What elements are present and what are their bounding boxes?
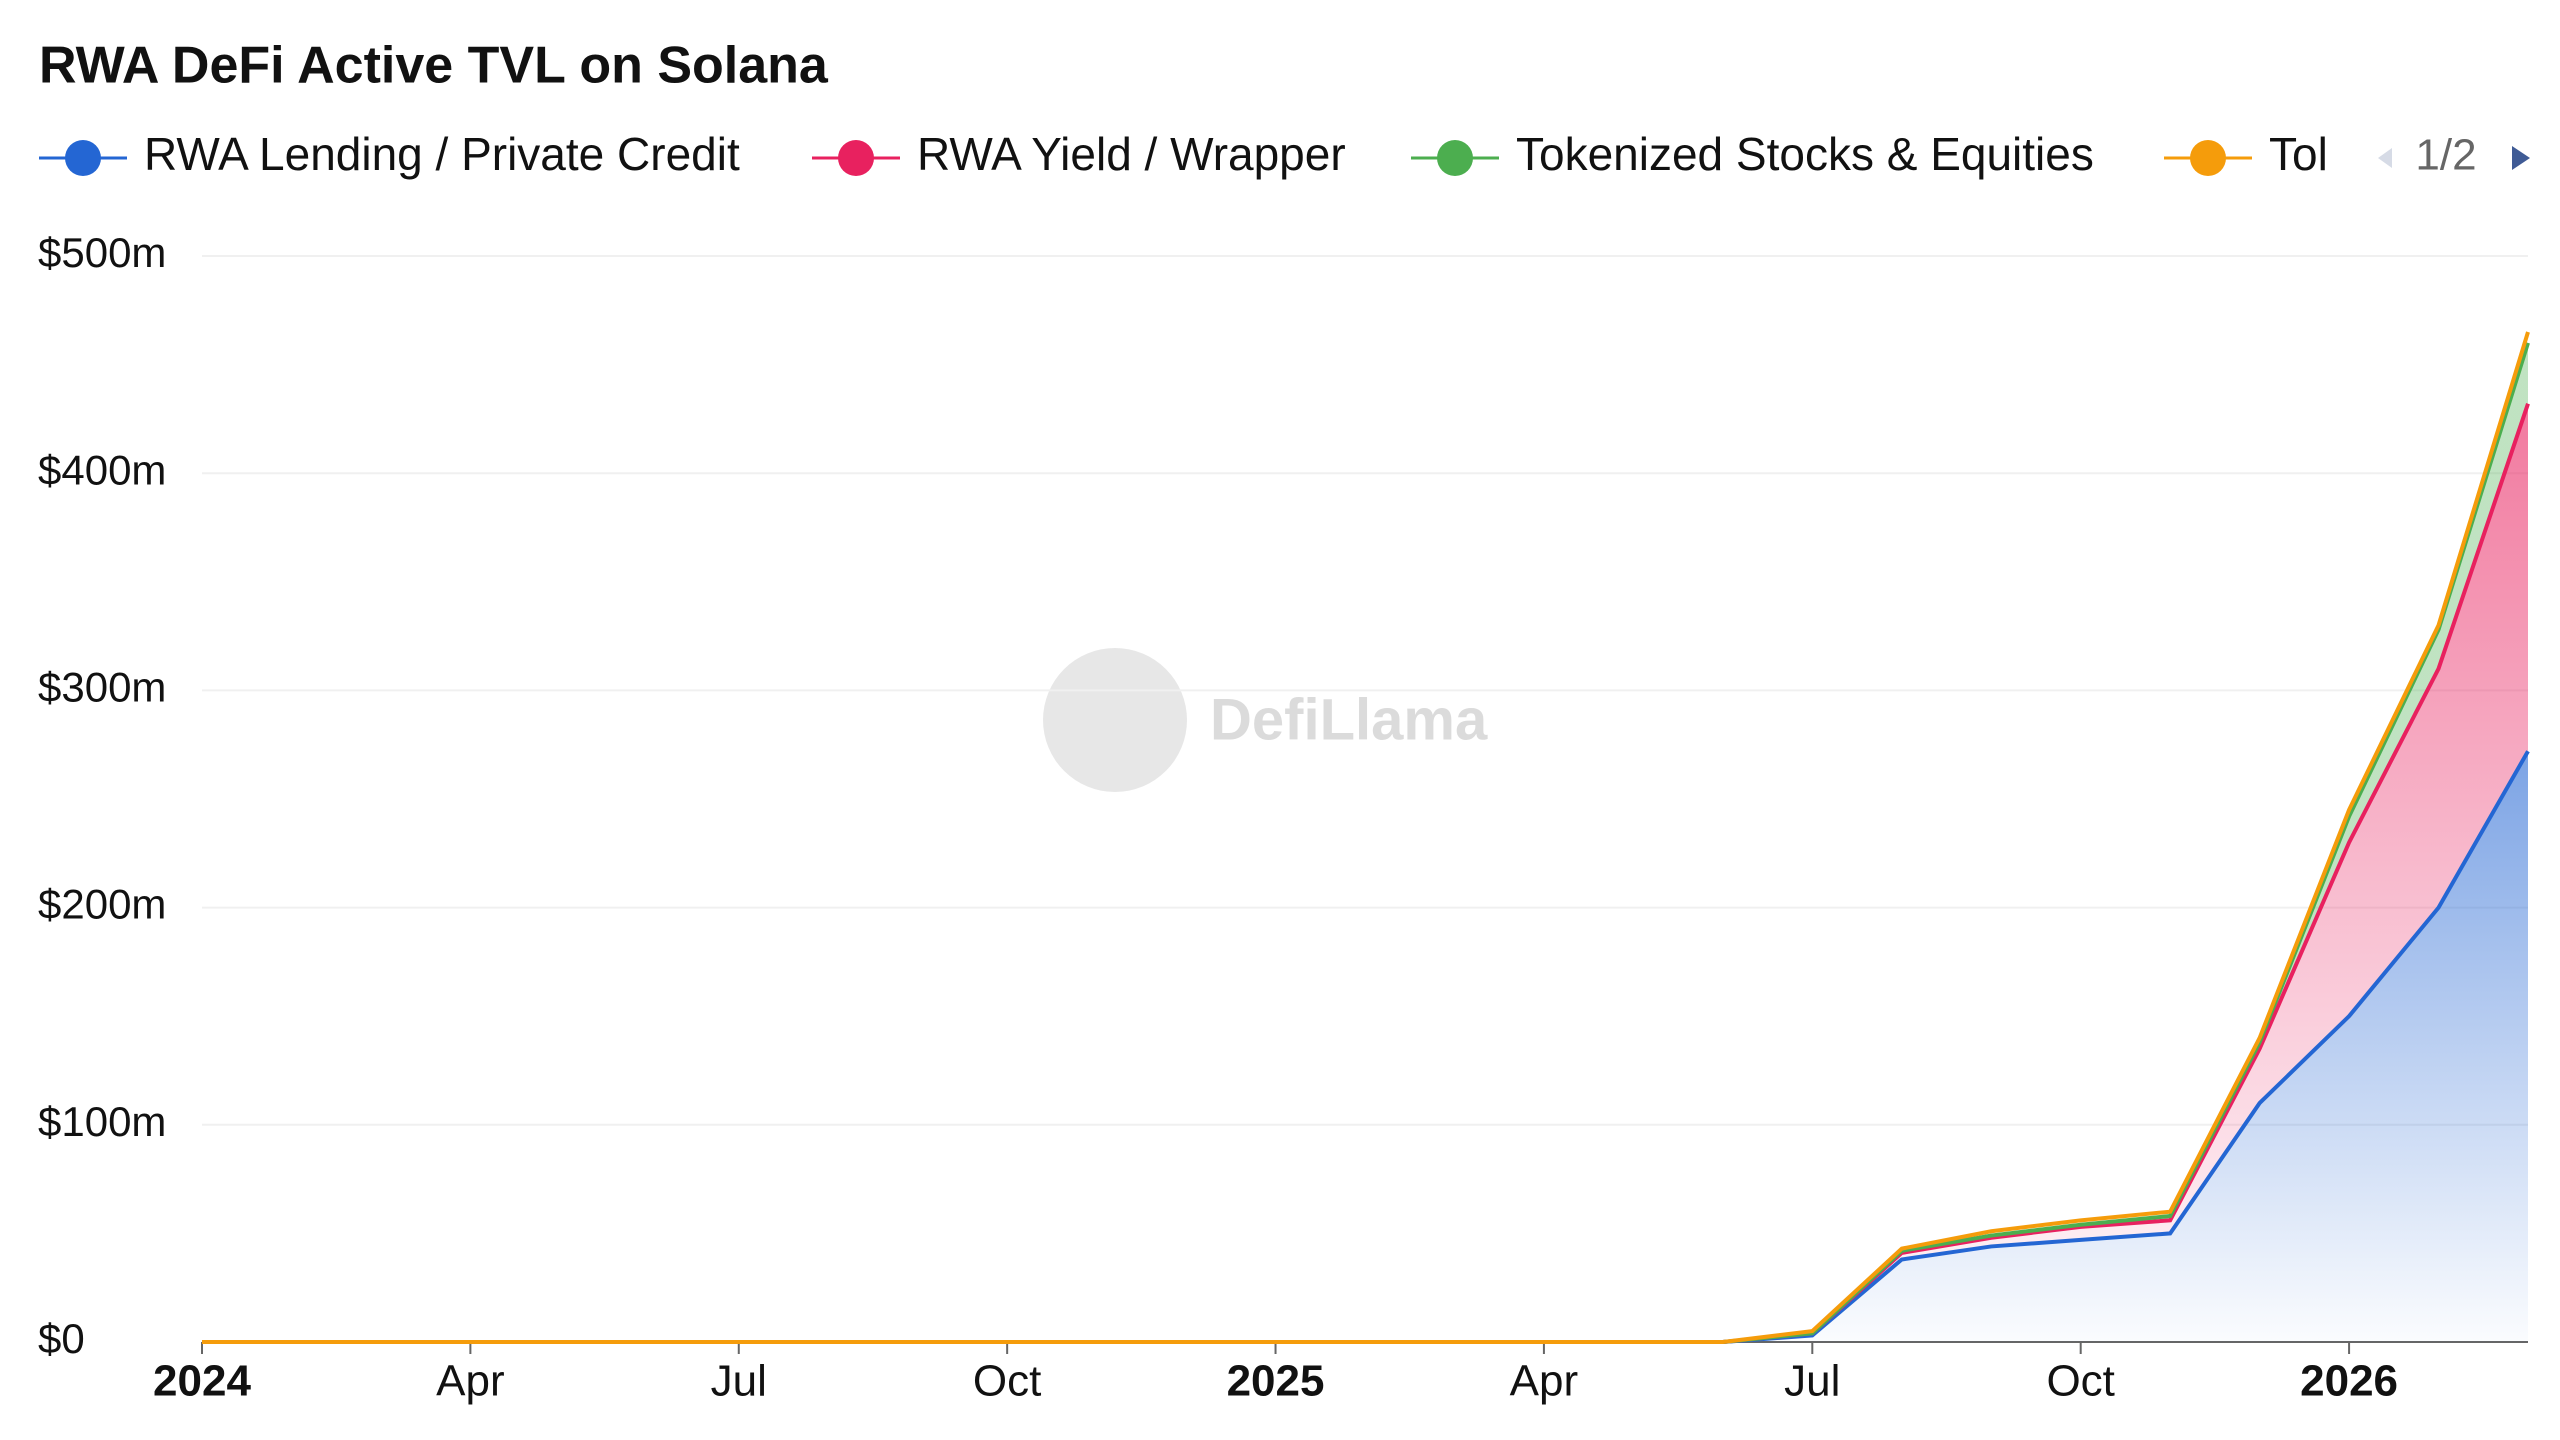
legend-label: Tokenized Stocks & Equities xyxy=(1516,128,2094,180)
legend-prev xyxy=(2378,148,2392,168)
watermark: DefiLlama xyxy=(1043,648,1488,792)
legend-next[interactable] xyxy=(2512,146,2530,170)
area-fill xyxy=(202,751,2528,1342)
legend-marker xyxy=(1437,140,1473,176)
watermark-logo xyxy=(1043,648,1187,792)
legend-label: RWA Yield / Wrapper xyxy=(917,128,1346,180)
chart-title: RWA DeFi Active TVL on Solana xyxy=(39,37,829,95)
series-line xyxy=(202,331,2530,1344)
x-tick-label: Jul xyxy=(711,1357,767,1406)
legend-marker xyxy=(65,140,101,176)
legend-label: RWA Lending / Private Credit xyxy=(144,128,740,180)
legend-label: Tol xyxy=(2269,128,2328,180)
y-tick-label: $200m xyxy=(38,881,166,928)
y-tick-label: $500m xyxy=(38,229,166,276)
y-tick-label: $400m xyxy=(38,446,166,493)
x-tick-label: Jul xyxy=(1784,1357,1840,1406)
y-tick-label: $0 xyxy=(38,1315,85,1362)
legend-page: 1/2 xyxy=(2415,131,2476,180)
x-tick-label: 2024 xyxy=(153,1357,251,1406)
x-tick-label: 2026 xyxy=(2300,1357,2398,1406)
y-tick-label: $300m xyxy=(38,663,166,710)
watermark-text: DefiLlama xyxy=(1210,687,1488,752)
x-tick-label: Apr xyxy=(1510,1357,1578,1406)
legend-marker xyxy=(838,140,874,176)
x-tick-label: 2025 xyxy=(1227,1357,1325,1406)
legend-marker xyxy=(2190,140,2226,176)
x-tick-label: Oct xyxy=(2046,1357,2114,1406)
x-tick-label: Oct xyxy=(973,1357,1041,1406)
x-tick-label: Apr xyxy=(436,1357,504,1406)
y-tick-label: $100m xyxy=(38,1098,166,1145)
